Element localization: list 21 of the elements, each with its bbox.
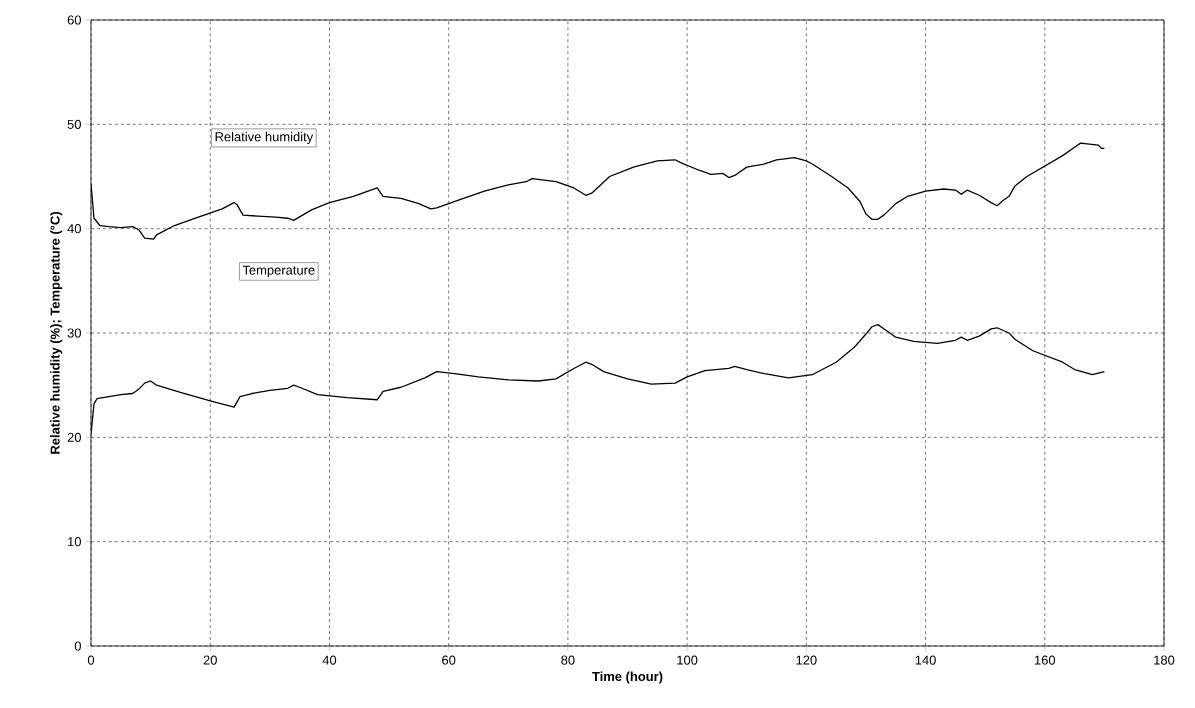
text: Relative humidity <box>215 131 314 144</box>
x-tick-label: 20 <box>203 655 217 665</box>
x-tick-label: 80 <box>561 655 575 665</box>
x-tick-label: 0 <box>87 655 95 665</box>
x-tick-label: 160 <box>1034 655 1056 665</box>
y-tick-label: 0 <box>74 641 81 651</box>
y-tick-label: 60 <box>67 15 81 25</box>
x-tick-label: 140 <box>915 655 936 665</box>
y-tick-label: 30 <box>67 328 81 338</box>
y-tick-label: 50 <box>67 119 81 129</box>
x-tick-label: 100 <box>677 655 698 665</box>
x-tick-label: 120 <box>796 655 817 665</box>
x-tick-label: 40 <box>322 655 337 665</box>
y-tick-label: 10 <box>68 537 81 547</box>
y-tick-label: 20 <box>67 432 81 442</box>
text: Temperature <box>242 265 315 278</box>
y-axis-title: Relative humidity (%); Temperature (°C) <box>50 212 63 454</box>
x-tick-label: 60 <box>442 655 456 665</box>
x-tick-label: 180 <box>1154 655 1175 665</box>
y-tick-label: 40 <box>67 224 81 234</box>
x-axis-title: Time (hour) <box>592 671 663 684</box>
